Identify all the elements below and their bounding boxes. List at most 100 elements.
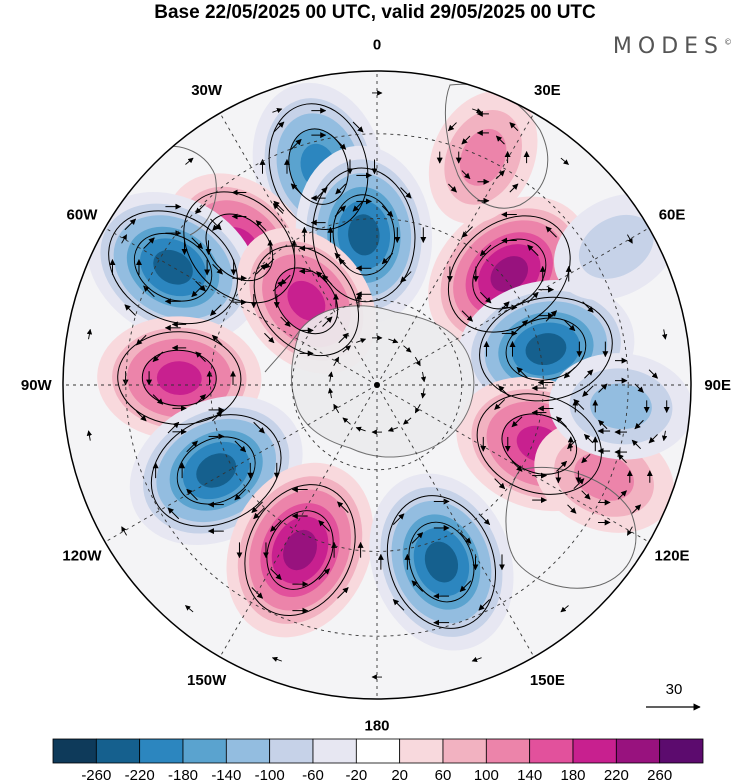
wind-arrow xyxy=(195,280,206,292)
contour-line xyxy=(332,194,396,276)
copyright-mark: © xyxy=(724,37,732,47)
wind-arrow xyxy=(392,599,405,611)
wind-arrow xyxy=(496,170,505,180)
wind-arrow xyxy=(545,226,557,238)
anomaly-contour-fill xyxy=(590,383,652,430)
wind-arrow xyxy=(495,135,505,145)
brand-name: MODES xyxy=(612,34,724,59)
meridian-line xyxy=(104,227,378,386)
colorbar-tick-label: -20 xyxy=(345,767,367,783)
graticule xyxy=(63,71,691,699)
wind-arrow xyxy=(337,587,349,599)
wind-arrow xyxy=(253,507,265,520)
wind-arrow xyxy=(136,334,147,346)
anomaly-contour-fill xyxy=(578,214,654,279)
wind-arrow xyxy=(271,656,282,662)
wind-arrow xyxy=(167,507,180,520)
anomaly-contour-fill xyxy=(490,256,529,292)
south-pole-marker xyxy=(374,382,380,388)
contour-line xyxy=(447,215,571,333)
wind-arrow xyxy=(143,285,155,298)
colorbar-swatch xyxy=(399,738,444,764)
wind-arrow xyxy=(210,218,222,231)
contour-line xyxy=(150,414,282,527)
anomaly-contour-fill xyxy=(287,280,326,321)
wind-arrow xyxy=(333,403,340,414)
colorbar-tick-label: -180 xyxy=(168,767,198,783)
wind-arrow xyxy=(661,329,668,340)
wind-arrow xyxy=(472,108,483,114)
longitude-label: 120E xyxy=(655,547,690,564)
wind-arrow xyxy=(212,263,223,275)
anomaly-contour-fill xyxy=(156,361,202,395)
wind-arrow xyxy=(280,274,291,286)
wind-arrow xyxy=(411,532,424,544)
longitude-label: 180 xyxy=(364,718,389,735)
contour-line xyxy=(266,510,334,590)
wind-arrow xyxy=(560,605,569,613)
wind-arrow xyxy=(516,319,529,332)
contour-group xyxy=(268,103,369,230)
wind-arrow xyxy=(573,478,585,490)
wind-arrow xyxy=(167,421,180,434)
contour-line xyxy=(386,495,497,629)
wind-arrow xyxy=(583,434,594,444)
wind-arrow xyxy=(185,605,194,613)
contour-group xyxy=(244,484,356,617)
wind-arrow xyxy=(86,430,93,441)
anomaly-contour-fill xyxy=(196,453,237,488)
wind-arrow xyxy=(420,388,427,399)
wind-arrow xyxy=(186,488,198,501)
contour-line xyxy=(501,413,578,475)
colorbar-tick-label: 180 xyxy=(560,767,585,783)
wind-arrow xyxy=(509,122,519,132)
wind-arrow xyxy=(251,501,263,514)
wind-arrow xyxy=(560,157,569,165)
longitude-label: 150W xyxy=(187,672,227,689)
wind-arrow xyxy=(334,205,346,217)
wind-arrow xyxy=(270,520,282,532)
wind-arrow xyxy=(270,568,282,580)
contour-group xyxy=(386,495,497,629)
wind-arrow xyxy=(255,220,267,231)
contour-group xyxy=(476,393,602,495)
wind-arrow xyxy=(191,237,203,249)
colorbar-swatch xyxy=(312,738,357,764)
anomaly-contour-fill xyxy=(459,128,507,186)
anomaly-contour-fill xyxy=(574,452,634,501)
wind-arrow xyxy=(480,291,492,304)
colorbar-swatch xyxy=(52,738,97,764)
colorbar-tick-label: -220 xyxy=(125,767,155,783)
wind-arrow xyxy=(498,301,510,313)
wind-arrow xyxy=(582,385,594,397)
colorbar-tick-label: -60 xyxy=(302,767,324,783)
wind-arrow xyxy=(581,453,591,464)
colorbar-swatch xyxy=(225,738,271,764)
wind-arrow xyxy=(234,440,247,453)
wind-arrow xyxy=(494,478,506,490)
contour-line xyxy=(183,191,296,304)
wind-arrow xyxy=(461,226,473,238)
contour-line xyxy=(274,267,339,335)
wind-arrow xyxy=(411,580,424,592)
colorbar-tick-label: 220 xyxy=(604,767,629,783)
wind-arrow xyxy=(195,203,206,214)
wind-arrow xyxy=(121,526,127,536)
wind-arrow xyxy=(627,526,633,536)
wind-arrow xyxy=(210,304,222,316)
wind-arrow xyxy=(264,332,275,344)
wind-arrow xyxy=(290,183,302,195)
wind-arrow xyxy=(479,244,492,257)
wind-arrow xyxy=(352,121,364,133)
wind-arrow xyxy=(509,183,519,193)
map-title: Base 22/05/2025 00 UTC, valid 29/05/2025… xyxy=(154,2,596,23)
wind-arrow xyxy=(337,501,349,513)
wind-arrow xyxy=(448,183,457,193)
longitude-label: 90W xyxy=(21,377,53,394)
wind-arrow xyxy=(414,356,421,367)
wind-arrow xyxy=(511,416,523,428)
wind-arrow xyxy=(338,332,349,344)
anomaly-contour-fill xyxy=(525,333,567,366)
wind-arrow xyxy=(403,417,412,425)
contour-line xyxy=(244,484,356,617)
